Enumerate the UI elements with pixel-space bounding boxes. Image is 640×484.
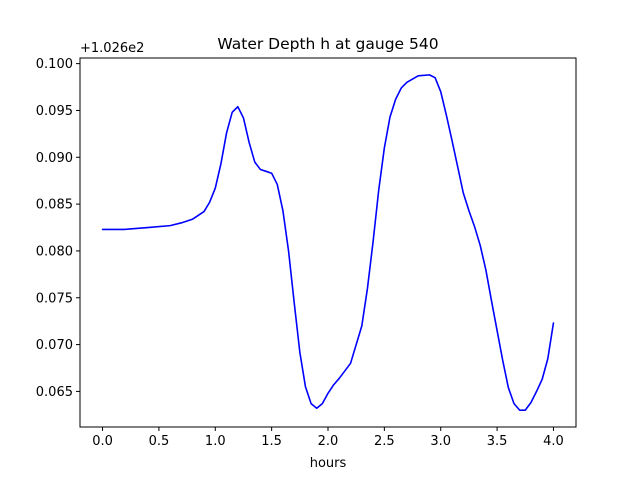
x-axis-label: hours bbox=[310, 456, 347, 471]
y-tick-label: 0.070 bbox=[36, 338, 73, 353]
y-tick-label: 0.100 bbox=[36, 57, 73, 72]
y-tick-label: 0.075 bbox=[36, 291, 73, 306]
x-tick-label: 3.0 bbox=[430, 434, 451, 449]
y-tick-label: 0.065 bbox=[36, 385, 73, 400]
x-tick-label: 1.5 bbox=[261, 434, 282, 449]
x-tick-label: 2.0 bbox=[318, 434, 339, 449]
y-axis-ticks: 0.065 0.070 0.075 0.080 0.085 0.090 0.095 0.100 bbox=[36, 57, 80, 400]
y-tick-label: 0.080 bbox=[36, 244, 73, 259]
y-tick-label: 0.090 bbox=[36, 151, 73, 166]
x-tick-label: 4.0 bbox=[543, 434, 564, 449]
y-tick-label: 0.095 bbox=[36, 104, 73, 119]
series-line-0 bbox=[101, 74, 555, 411]
x-tick-label: 2.5 bbox=[374, 434, 395, 449]
y-tick-label: 0.085 bbox=[36, 198, 73, 213]
x-tick-label: 0.5 bbox=[149, 434, 170, 449]
x-tick-label: 1.0 bbox=[205, 434, 226, 449]
chart-title: Water Depth h at gauge 540 bbox=[217, 35, 438, 53]
x-axis-ticks: 0.0 0.5 1.0 1.5 2.0 2.5 3.0 3.5 4.0 bbox=[92, 427, 564, 449]
x-tick-label: 3.5 bbox=[487, 434, 508, 449]
y-offset-label: +1.026e2 bbox=[80, 41, 144, 56]
x-tick-label: 0.0 bbox=[92, 434, 113, 449]
